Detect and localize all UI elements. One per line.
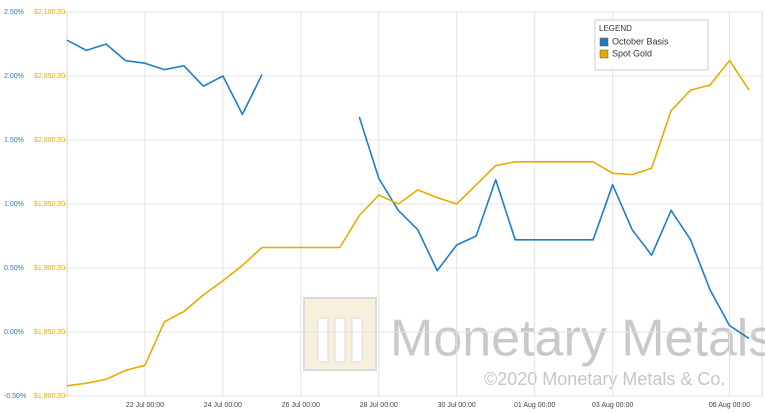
x-tick-label: 03 Aug 00:00 — [592, 402, 633, 409]
y-tick-label: 1.00% — [4, 201, 24, 208]
y2-tick-label: $2,000.00 — [34, 137, 65, 144]
y-tick-label: -0.50% — [4, 393, 26, 400]
legend-label: October Basis — [612, 36, 669, 46]
x-tick-label: 01 Aug 00:00 — [514, 402, 555, 409]
series-line — [66, 39, 750, 340]
y2-tick-label: $2,100.00 — [34, 9, 65, 16]
x-tick-label: 30 Jul 00:00 — [438, 402, 476, 409]
legend-label: Spot Gold — [612, 48, 652, 58]
x-tick-label: 24 Jul 00:00 — [204, 402, 242, 409]
y-tick-label: 0.50% — [4, 265, 24, 272]
watermark: Monetary Metals — [390, 310, 765, 368]
y-tick-label: 2.00% — [4, 73, 24, 80]
legend-box — [594, 19, 709, 71]
copyright: ©2020 Monetary Metals & Co. — [484, 369, 725, 389]
legend-swatch — [599, 37, 609, 47]
legend: LEGEND — [594, 19, 709, 71]
legend-title: LEGEND — [599, 24, 632, 33]
watermark-logo — [303, 297, 377, 371]
y-tick-label: 1.50% — [4, 137, 24, 144]
x-tick-label: 28 Jul 00:00 — [360, 402, 398, 409]
y-tick-label: 0.00% — [4, 329, 24, 336]
x-tick-label: 06 Aug 00:00 — [709, 402, 750, 409]
y-tick-label: 2.50% — [4, 9, 24, 16]
y2-tick-label: $1,850.00 — [34, 329, 65, 336]
y2-tick-label: $1,800.00 — [34, 393, 65, 400]
plot — [66, 11, 762, 397]
series-line — [66, 59, 750, 387]
legend-swatch — [599, 49, 609, 59]
y2-tick-label: $2,050.00 — [34, 73, 65, 80]
y2-tick-label: $1,950.00 — [34, 201, 65, 208]
y2-tick-label: $1,900.00 — [34, 265, 65, 272]
x-tick-label: 22 Jul 00:00 — [126, 402, 164, 409]
x-tick-label: 26 Jul 00:00 — [282, 402, 320, 409]
